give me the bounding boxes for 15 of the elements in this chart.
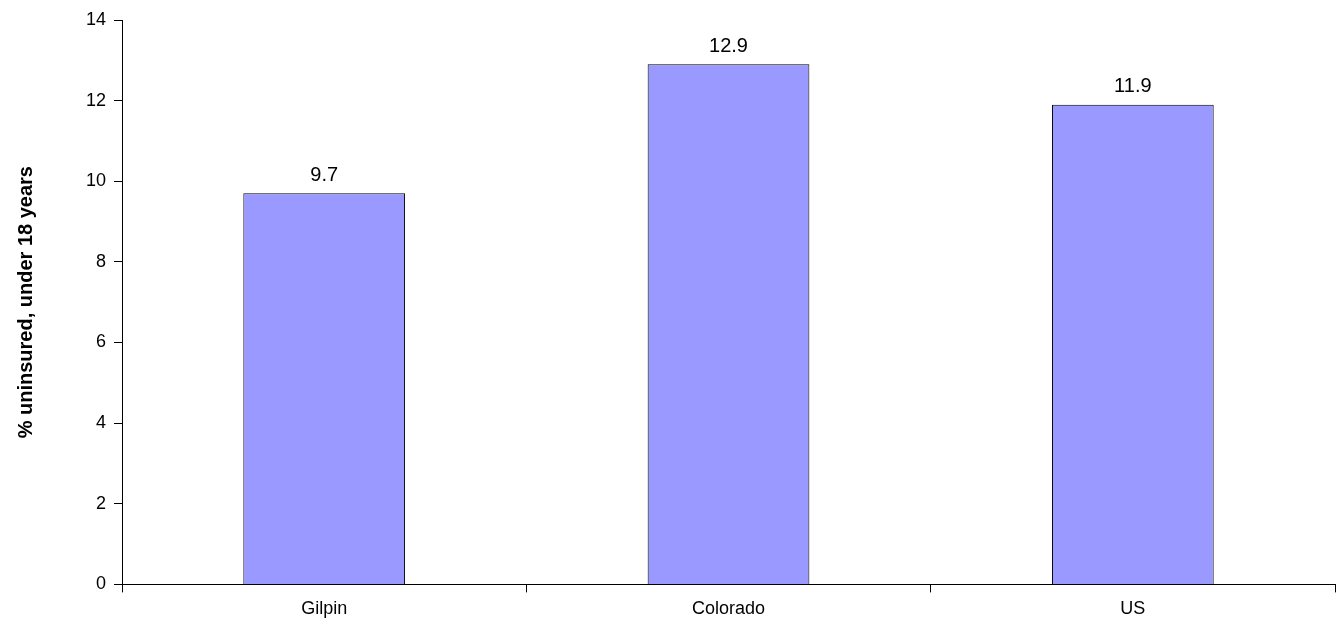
x-tick-label: Gilpin [301, 598, 348, 619]
x-tick-label: Colorado [691, 598, 766, 619]
data-label: 9.7 [310, 162, 339, 185]
y-tick-label: 10 [85, 170, 107, 191]
data-label: 11.9 [1114, 74, 1152, 97]
y-tick-label: 8 [96, 250, 107, 271]
y-tick-label: 0 [96, 573, 107, 594]
y-tick-label: 2 [96, 492, 107, 513]
y-tick-label: 4 [96, 412, 107, 433]
y-tick-label: 14 [85, 8, 107, 29]
y-tick-label: 6 [96, 331, 107, 352]
x-tick-label: US [1120, 598, 1146, 619]
data-label: 12.9 [709, 33, 748, 56]
y-axis-title: % uninsured, under 18 years [13, 166, 36, 439]
y-tick-label: 12 [85, 89, 107, 110]
